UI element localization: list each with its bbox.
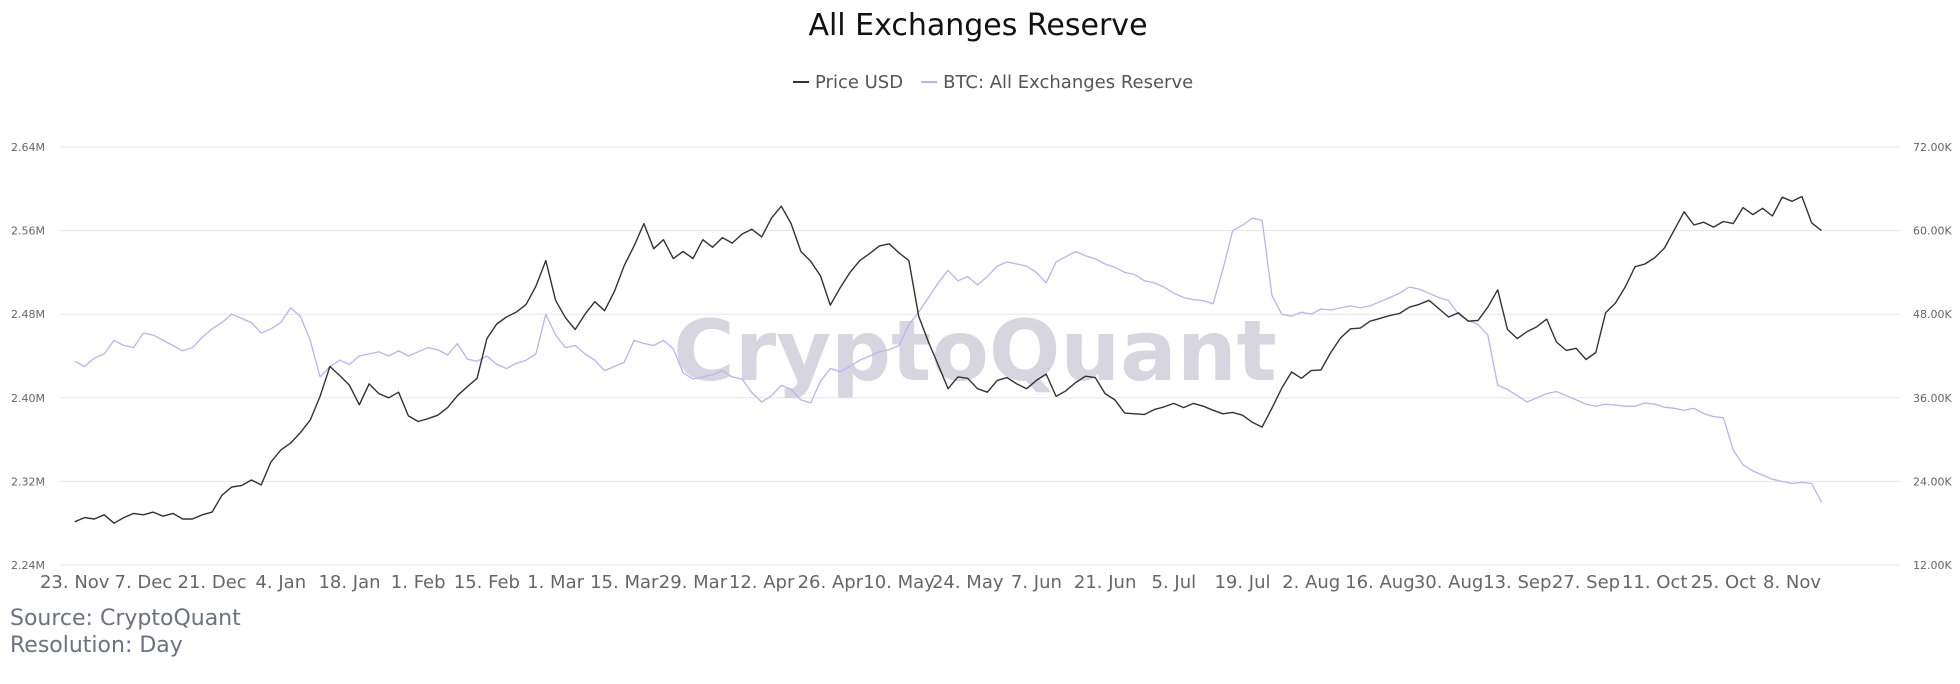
x-axis-tick-label: 5. Jul [1152, 572, 1197, 593]
x-axis-tick-label: 18. Jan [318, 572, 380, 593]
chart-title: All Exchanges Reserve [808, 8, 1147, 43]
legend-item[interactable]: Price USD [793, 72, 903, 93]
x-axis-tick-label: 30. Aug [1414, 572, 1484, 593]
resolution-label: Resolution: Day [10, 633, 183, 658]
right-axis-tick-label: 12.00K [1913, 559, 1952, 572]
right-axis-tick-label: 48.00K [1913, 308, 1952, 321]
legend[interactable]: Price USD BTC: All Exchanges Reserve [793, 72, 1193, 93]
gridlines [60, 146, 1900, 566]
x-axis-tick-label: 1. Feb [391, 572, 446, 593]
series-lines [74, 195, 1823, 524]
x-axis-tick-label: 10. May [863, 572, 935, 593]
x-axis-tick-label: 1. Mar [527, 572, 584, 593]
left-axis-tick-label: 2.32M [11, 475, 45, 488]
x-axis-tick-label: 4. Jan [255, 572, 306, 593]
x-axis-tick-label: 8. Nov [1763, 572, 1821, 593]
source-label: Source: CryptoQuant [10, 606, 241, 631]
right-axis-tick-label: 36.00K [1913, 392, 1952, 405]
left-axis-tick-label: 2.24M [11, 559, 45, 572]
left-axis-tick-label: 2.40M [11, 392, 45, 405]
x-axis-tick-label: 26. Apr [798, 572, 864, 593]
price-usd-line [74, 195, 1822, 524]
legend-label: Price USD [815, 72, 903, 93]
x-axis-tick-label: 13. Sep [1483, 572, 1551, 593]
x-axis-tick-label: 2. Aug [1282, 572, 1340, 593]
x-axis-tick-label: 12. Apr [729, 572, 795, 593]
x-axis-tick-label: 16. Aug [1345, 572, 1415, 593]
x-axis-tick-label: 19. Jul [1214, 572, 1270, 593]
x-axis-tick-label: 7. Dec [115, 572, 173, 593]
x-axis-tick-label: 15. Mar [590, 572, 659, 593]
legend-label: BTC: All Exchanges Reserve [943, 72, 1193, 93]
x-axis-tick-label: 29. Mar [659, 572, 728, 593]
x-axis-tick-label: 23. Nov [40, 572, 110, 593]
x-axis-tick-label: 24. May [932, 572, 1004, 593]
x-axis-tick-label: 21. Dec [178, 572, 247, 593]
x-axis-tick-label: 27. Sep [1552, 572, 1620, 593]
watermark-text: CryptoQuant [673, 302, 1277, 400]
legend-item[interactable]: BTC: All Exchanges Reserve [921, 72, 1193, 93]
right-axis-tick-label: 24.00K [1913, 475, 1952, 488]
left-axis-tick-label: 2.48M [11, 308, 45, 321]
left-axis-tick-label: 2.64M [11, 141, 45, 154]
x-axis-tick-label: 11. Oct [1622, 572, 1687, 593]
x-axis-tick-label: 21. Jun [1074, 572, 1136, 593]
x-axis-tick-label: 15. Feb [454, 572, 520, 593]
right-axis-tick-label: 72.00K [1913, 141, 1952, 154]
x-axis-tick-label: 7. Jun [1011, 572, 1062, 593]
x-axis-tick-label: 25. Oct [1691, 572, 1756, 593]
left-axis-tick-label: 2.56M [11, 225, 45, 238]
exchange-reserve-line [74, 217, 1823, 503]
axis-ticks: 2.24M 12.00K 2.32M 24.00K 2.40M 36.00K 2.48M 48… [11, 141, 1952, 593]
right-axis-tick-label: 60.00K [1913, 225, 1952, 238]
